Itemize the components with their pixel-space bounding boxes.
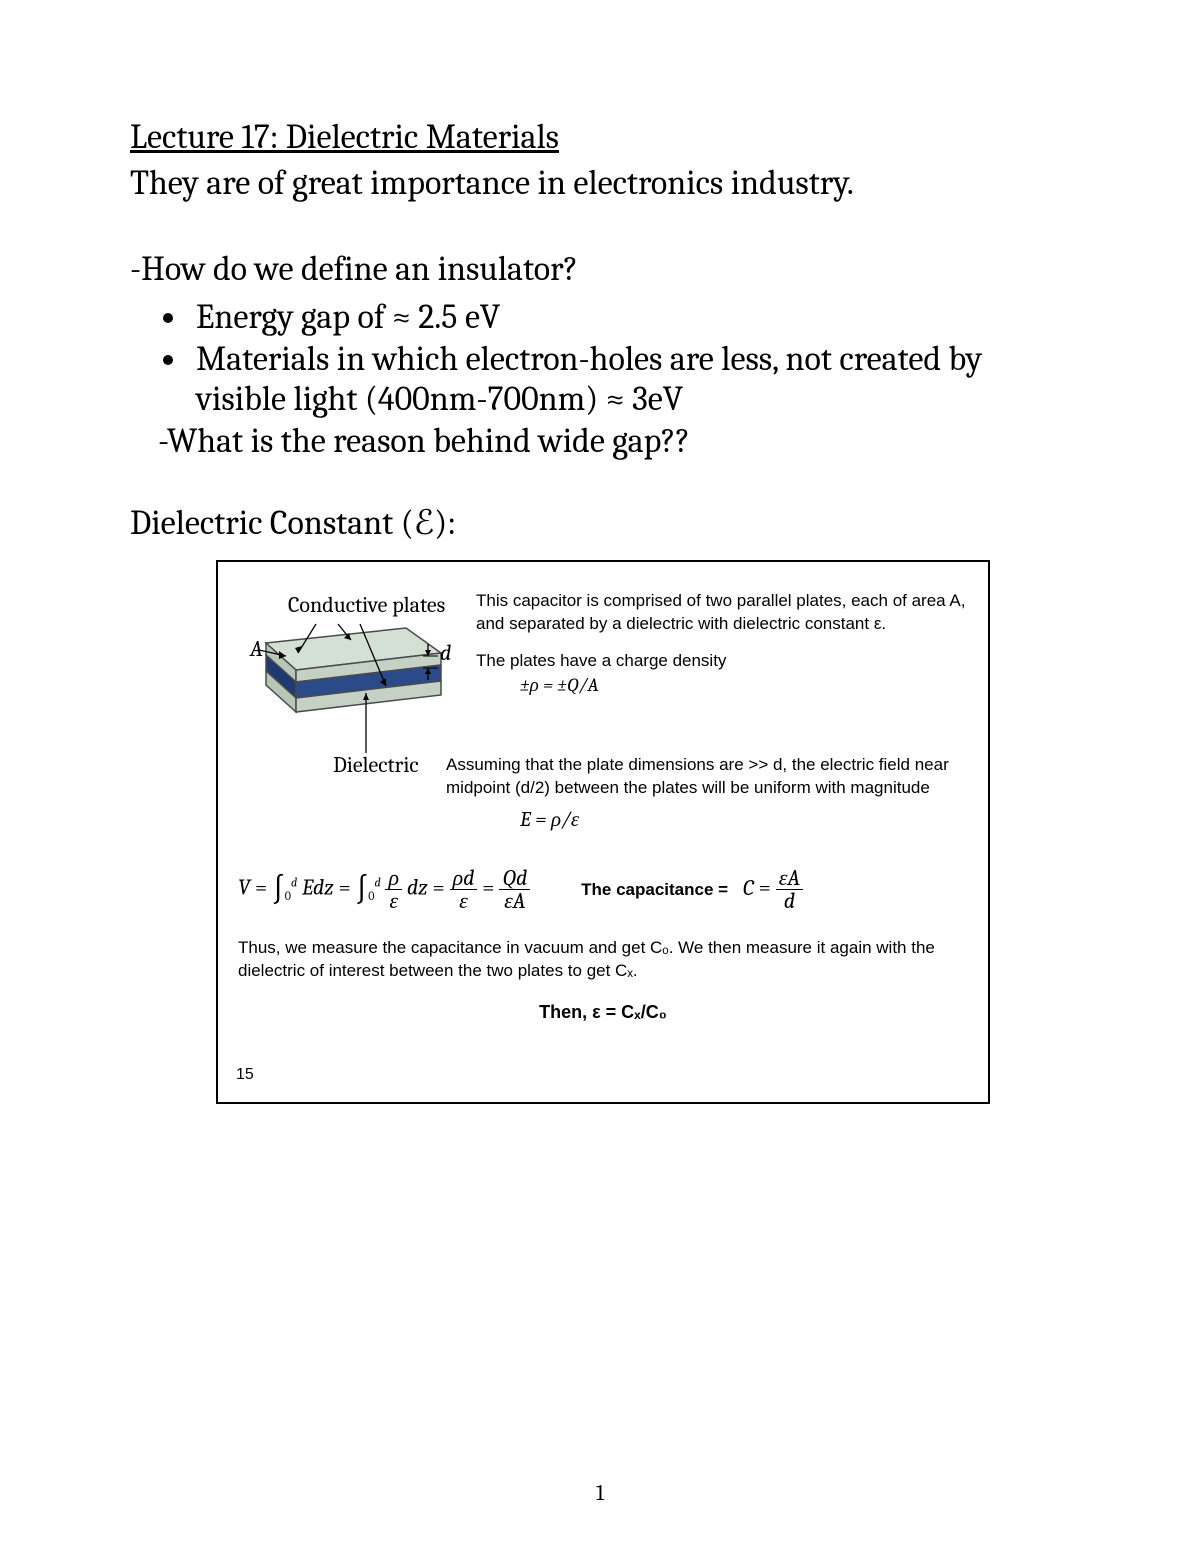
area-label: A: [250, 636, 263, 662]
fig-p2: The plates have a charge density ±ρ = ±Q…: [476, 650, 966, 699]
closing-text: Thus, we measure the capacitance in vacu…: [238, 937, 978, 983]
eq-electric-field: E = ρ/ε: [520, 806, 976, 834]
bullet-list: Energy gap of ≈ 2.5 eV Materials in whic…: [130, 297, 1070, 419]
separation-label: d: [440, 640, 451, 666]
dielectric-label: Dielectric: [333, 752, 419, 778]
fig-p1: This capacitor is comprised of two paral…: [476, 590, 966, 636]
capacitance-label: The capacitance =: [581, 880, 728, 899]
question-1: -How do we define an insulator?: [130, 247, 1070, 293]
fig-p3: Assuming that the plate dimensions are >…: [446, 754, 976, 800]
figure-assumption: Assuming that the plate dimensions are >…: [446, 754, 976, 834]
dielectric-constant-heading: Dielectric Constant (ℰ):: [130, 503, 1070, 543]
lecture-title: Lecture 17: Dielectric Materials: [130, 115, 1070, 161]
eq-epsilon-ratio: Then, ε = Cₓ/C₀: [218, 1002, 988, 1023]
voltage-equation: V = ∫0d Edz = ∫0d ρε dz = ρdε = QdεA The…: [238, 867, 978, 912]
slide-number: 15: [236, 1066, 254, 1084]
intro-line: They are of great importance in electron…: [130, 161, 1070, 207]
figure-description: This capacitor is comprised of two paral…: [476, 590, 966, 712]
conductive-plates-label: Conductive plates: [288, 592, 445, 618]
eq-charge-density: ±ρ = ±Q/A: [520, 674, 599, 696]
bullet-item: Materials in which electron-holes are le…: [190, 339, 1070, 419]
bullet-item: Energy gap of ≈ 2.5 eV: [190, 297, 1070, 337]
page: Lecture 17: Dielectric Materials They ar…: [0, 0, 1200, 1553]
capacitor-figure: Conductive plates Dielectric A d This ca…: [216, 560, 990, 1104]
page-number: 1: [0, 1480, 1200, 1506]
question-2: -What is the reason behind wide gap??: [158, 421, 1070, 461]
